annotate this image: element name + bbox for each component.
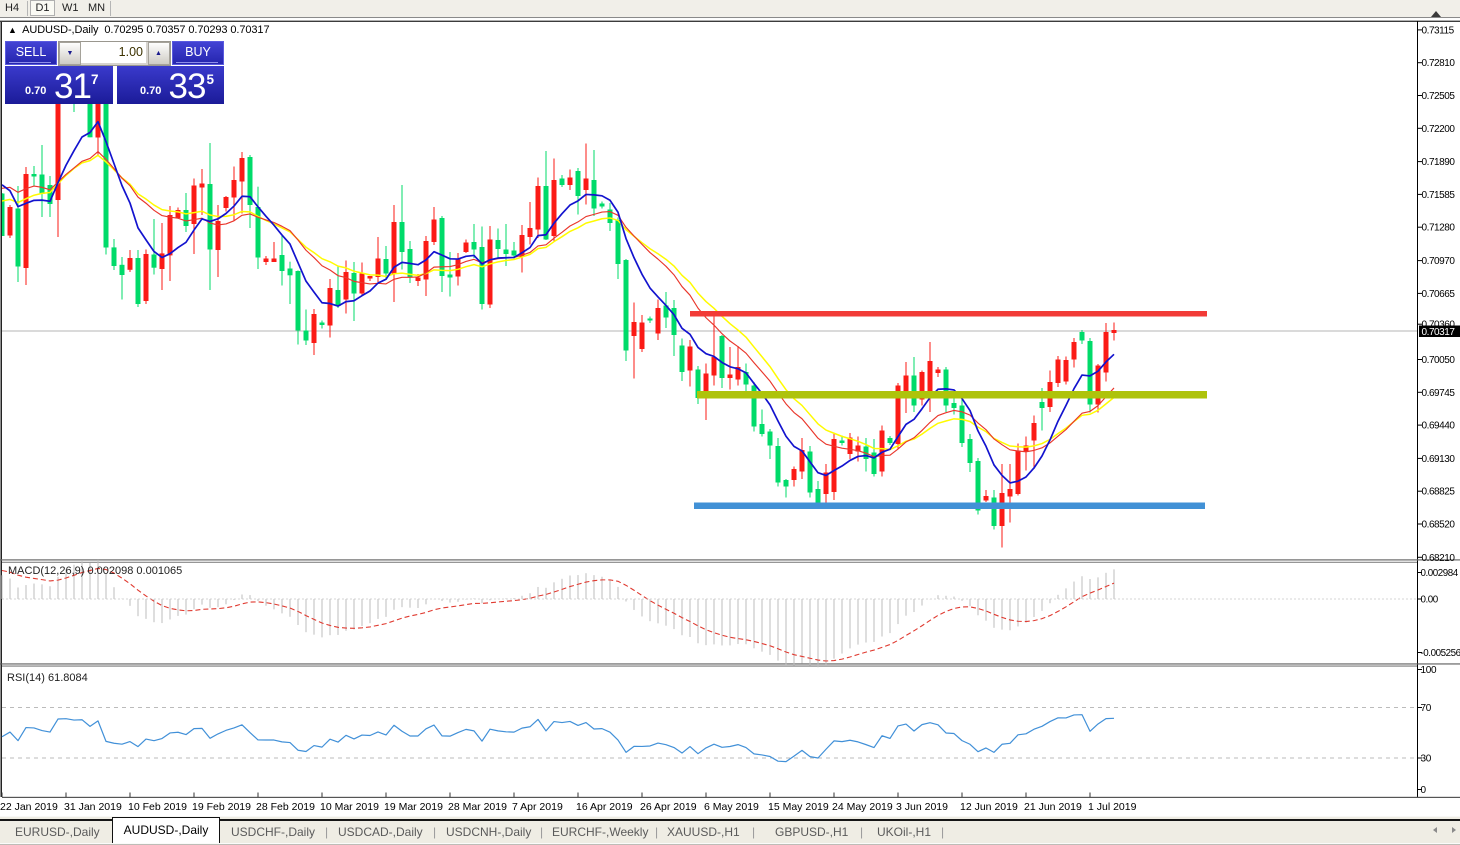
svg-text:0.69440: 0.69440 xyxy=(1422,421,1456,432)
svg-text:24 May 2019: 24 May 2019 xyxy=(832,801,893,813)
svg-text:0.71890: 0.71890 xyxy=(1422,157,1456,168)
svg-text:6 May 2019: 6 May 2019 xyxy=(704,801,759,813)
svg-text:12 Jun 2019: 12 Jun 2019 xyxy=(960,801,1018,813)
svg-text:MACD(12,26,9) 0.002098 0.00106: MACD(12,26,9) 0.002098 0.001065 xyxy=(8,565,182,577)
svg-text:15 May 2019: 15 May 2019 xyxy=(768,801,829,813)
svg-text:0: 0 xyxy=(1421,785,1427,796)
svg-text:0.72810: 0.72810 xyxy=(1422,58,1456,69)
svg-text:10 Mar 2019: 10 Mar 2019 xyxy=(320,801,379,813)
svg-text:28 Feb 2019: 28 Feb 2019 xyxy=(256,801,315,813)
svg-text:0.002984: 0.002984 xyxy=(1421,568,1459,579)
svg-text:0.69130: 0.69130 xyxy=(1422,454,1456,465)
svg-text:0.70665: 0.70665 xyxy=(1422,289,1456,300)
svg-text:0.00: 0.00 xyxy=(1421,595,1439,606)
svg-text:0.72505: 0.72505 xyxy=(1422,91,1456,102)
svg-text:16 Apr 2019: 16 Apr 2019 xyxy=(576,801,633,813)
svg-text:-0.005256: -0.005256 xyxy=(1421,648,1460,659)
svg-text:0.71280: 0.71280 xyxy=(1422,223,1456,234)
svg-text:21 Jun 2019: 21 Jun 2019 xyxy=(1024,801,1082,813)
svg-text:30: 30 xyxy=(1421,754,1432,765)
svg-text:10 Feb 2019: 10 Feb 2019 xyxy=(128,801,187,813)
svg-text:100: 100 xyxy=(1421,665,1438,676)
svg-text:0.68210: 0.68210 xyxy=(1422,553,1456,564)
svg-text:0.72200: 0.72200 xyxy=(1422,124,1456,135)
svg-text:26 Apr 2019: 26 Apr 2019 xyxy=(640,801,697,813)
svg-text:3 Jun 2019: 3 Jun 2019 xyxy=(896,801,948,813)
svg-text:31 Jan 2019: 31 Jan 2019 xyxy=(64,801,122,813)
svg-text:19 Feb 2019: 19 Feb 2019 xyxy=(192,801,251,813)
svg-text:28 Mar 2019: 28 Mar 2019 xyxy=(448,801,507,813)
svg-text:0.73115: 0.73115 xyxy=(1422,25,1455,36)
svg-text:19 Mar 2019: 19 Mar 2019 xyxy=(384,801,443,813)
svg-text:0.70317: 0.70317 xyxy=(1422,327,1456,338)
svg-text:RSI(14) 61.8084: RSI(14) 61.8084 xyxy=(7,672,88,684)
svg-text:0.70050: 0.70050 xyxy=(1422,355,1456,366)
svg-text:70: 70 xyxy=(1421,703,1432,714)
svg-text:0.68520: 0.68520 xyxy=(1422,520,1456,531)
svg-text:0.70360: 0.70360 xyxy=(1422,320,1456,331)
svg-text:0.71585: 0.71585 xyxy=(1422,190,1456,201)
svg-text:0.68825: 0.68825 xyxy=(1422,487,1456,498)
svg-text:1 Jul 2019: 1 Jul 2019 xyxy=(1088,801,1137,813)
svg-text:0.70970: 0.70970 xyxy=(1422,256,1456,267)
svg-text:7 Apr 2019: 7 Apr 2019 xyxy=(512,801,563,813)
svg-text:0.69745: 0.69745 xyxy=(1422,388,1456,399)
svg-text:22 Jan 2019: 22 Jan 2019 xyxy=(0,801,58,813)
